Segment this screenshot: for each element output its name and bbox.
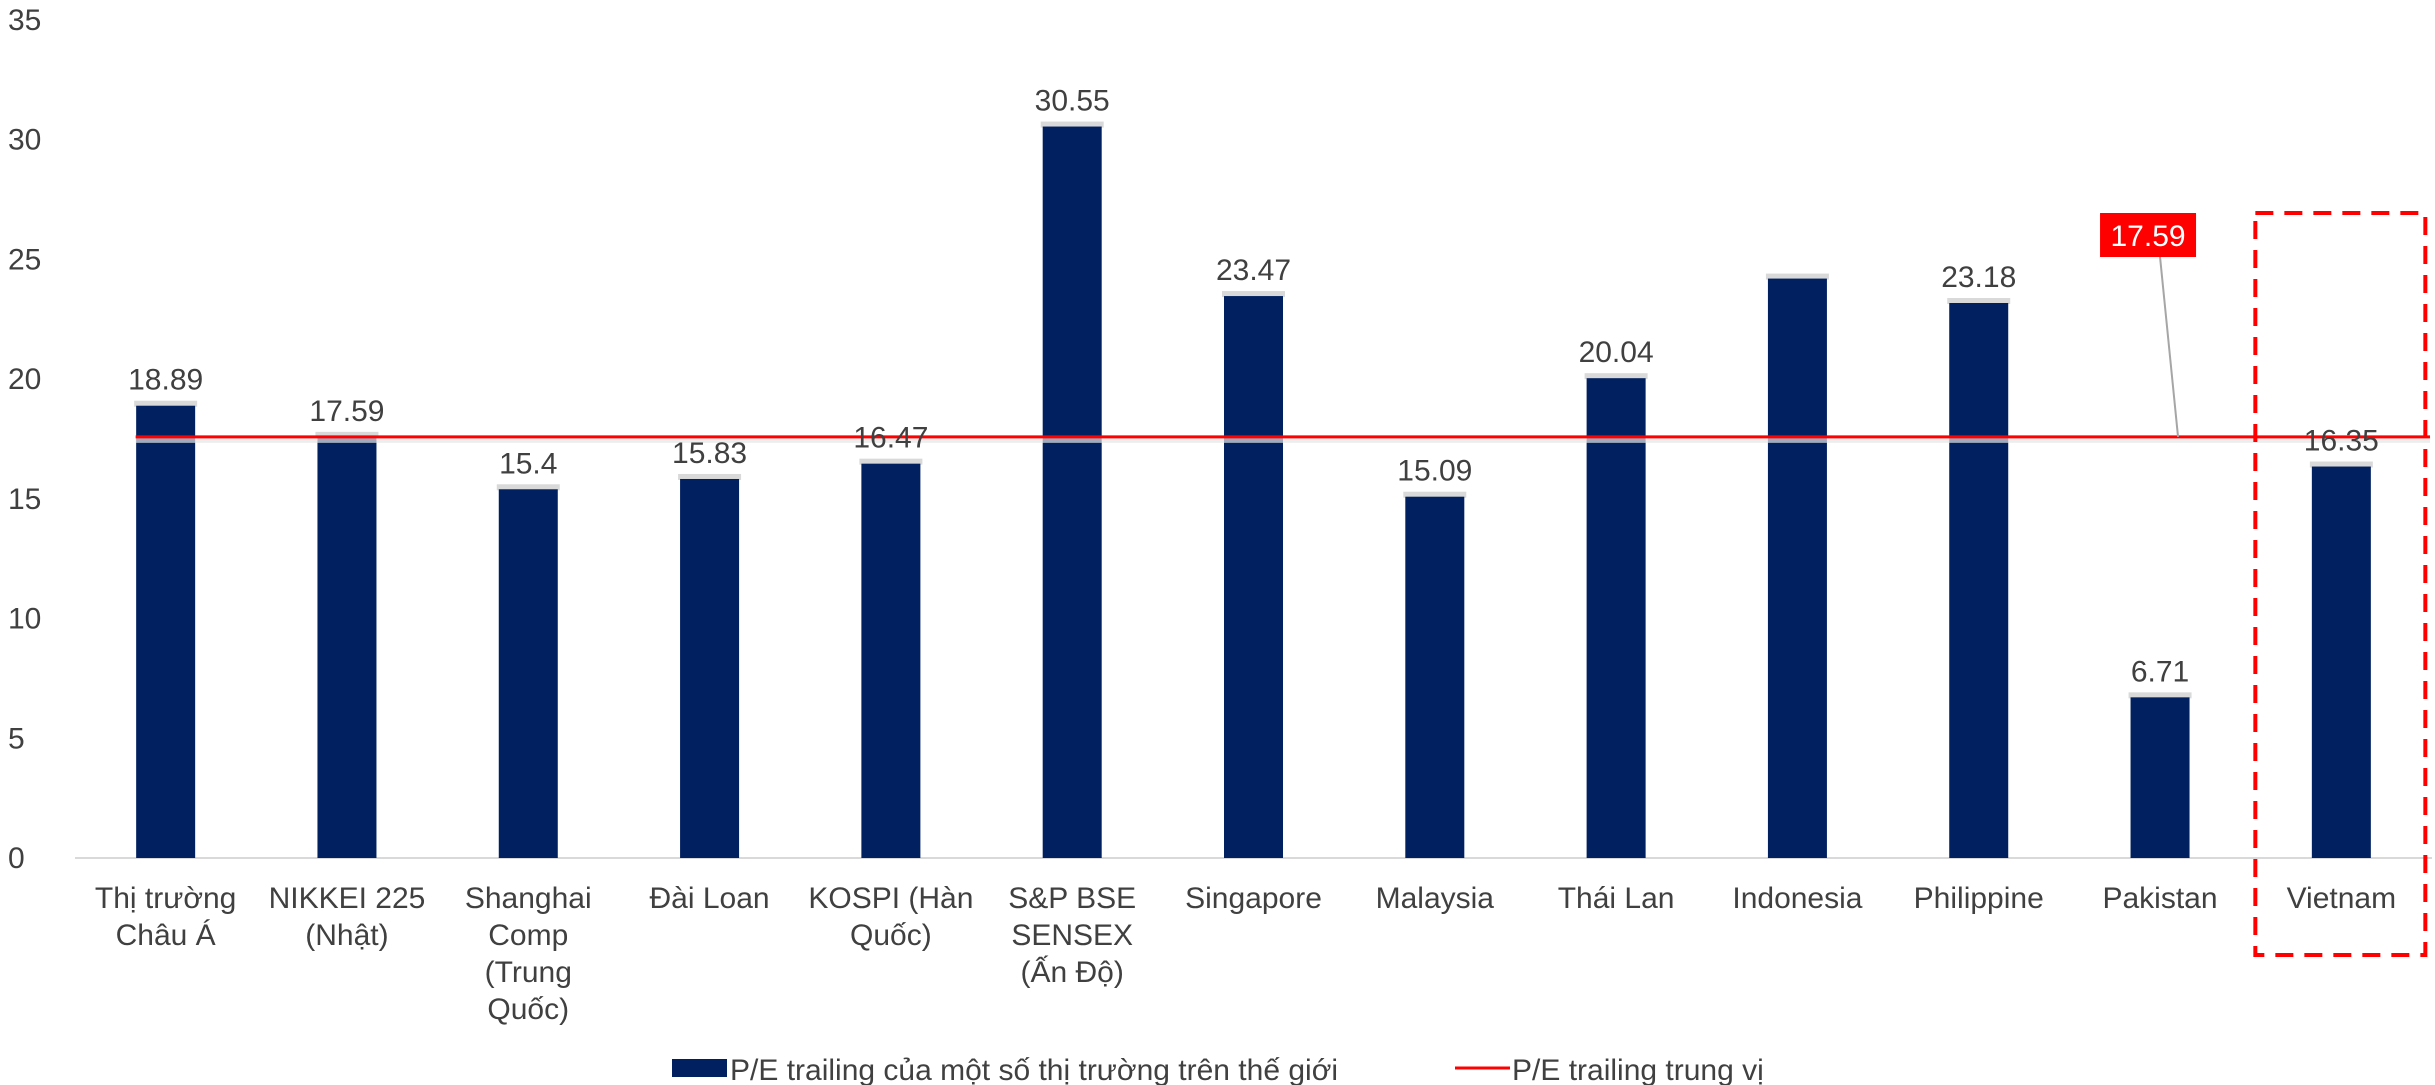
- data-label: 30.55: [1035, 85, 1110, 118]
- bar-shadow: [496, 484, 560, 491]
- y-tick-label: 10: [8, 603, 41, 636]
- legend-bar-swatch: [672, 1059, 727, 1077]
- bar: [2311, 466, 2371, 858]
- bar: [1224, 296, 1283, 858]
- y-tick-label: 15: [8, 483, 41, 516]
- bar-series: [134, 121, 2373, 858]
- category-label: Malaysia: [1376, 882, 1495, 915]
- data-labels: 18.89 17.59 15.4 15.83 16.47 30.55 23.47 15.09 2…: [128, 85, 2379, 689]
- category-labels: Thị trường Châu Á NIKKEI 225 (Nhật) Shanghai…: [95, 882, 2396, 1026]
- category-label: Quốc): [487, 993, 569, 1026]
- bar-shadow: [1040, 121, 1104, 128]
- bar: [680, 478, 740, 858]
- category-label: Thị trường: [95, 882, 236, 915]
- bar: [498, 489, 558, 858]
- y-tick-label: 25: [8, 243, 41, 276]
- category-label: KOSPI (Hàn: [808, 882, 973, 915]
- category-label: Quốc): [850, 919, 932, 952]
- category-label: S&P BSE: [1008, 882, 1136, 915]
- category-label: Comp: [488, 919, 568, 952]
- median-line-group: [135, 435, 2430, 443]
- category-label: Vietnam: [2287, 882, 2397, 915]
- legend-bar-label: P/E trailing của một số thị trường trên …: [730, 1054, 1338, 1085]
- bar-shadow: [1222, 291, 1285, 298]
- callout-box: [2100, 213, 2197, 257]
- category-label: NIKKEI 225: [269, 882, 426, 915]
- legend: P/E trailing của một số thị trường trên …: [672, 1054, 1764, 1085]
- y-axis-ticks: 0 5 10 15 20 25 30 35: [8, 4, 41, 875]
- bar: [1042, 126, 1102, 858]
- vietnam-highlight-box: [2253, 211, 2428, 957]
- category-label: Pakistan: [2102, 882, 2217, 915]
- bar: [1767, 278, 1827, 858]
- category-label: Singapore: [1185, 882, 1322, 915]
- data-label: 18.89: [128, 364, 203, 397]
- category-label: (Ấn Độ): [1021, 955, 1124, 989]
- bar-shadow: [2128, 692, 2192, 699]
- category-label: (Trung: [485, 956, 572, 989]
- category-label: Indonesia: [1732, 882, 1862, 915]
- data-label: 15.83: [672, 437, 747, 470]
- data-label: 16.35: [2304, 425, 2379, 458]
- callout-text: 17.59: [2110, 220, 2185, 253]
- y-tick-label: 35: [8, 4, 41, 37]
- bar-shadow: [1403, 491, 1467, 498]
- bar-shadow: [678, 473, 742, 480]
- category-label: Đài Loan: [650, 882, 770, 915]
- category-label: Thái Lan: [1558, 882, 1675, 915]
- bar: [1405, 496, 1465, 858]
- data-label: 23.47: [1216, 254, 1291, 287]
- y-tick-label: 30: [8, 124, 41, 157]
- data-label: 15.09: [1397, 455, 1472, 488]
- category-label: Châu Á: [116, 919, 216, 952]
- category-label: Philippine: [1914, 882, 2044, 915]
- legend-line-label: P/E trailing trung vị: [1512, 1054, 1764, 1085]
- bar: [861, 463, 921, 858]
- category-label: SENSEX: [1011, 919, 1133, 952]
- bar: [1949, 303, 2009, 858]
- bar-shadow: [315, 431, 379, 438]
- bar-shadow: [859, 458, 923, 465]
- y-tick-label: 0: [8, 842, 25, 875]
- median-callout: 17.59: [2100, 213, 2197, 437]
- bar-shadow: [134, 400, 198, 407]
- bar: [2130, 697, 2190, 858]
- bar: [1586, 378, 1646, 858]
- data-label: 20.04: [1579, 336, 1654, 369]
- bar-shadow: [1584, 373, 1648, 380]
- bar-shadow: [1765, 273, 1829, 280]
- data-label: 17.59: [309, 395, 384, 428]
- bar: [136, 405, 196, 858]
- category-label: Shanghai: [465, 882, 592, 915]
- data-label: 15.4: [499, 447, 557, 480]
- category-label: (Nhật): [305, 919, 388, 952]
- bar-shadow: [2309, 461, 2373, 468]
- data-label: 6.71: [2131, 655, 2189, 688]
- y-tick-label: 20: [8, 363, 41, 396]
- data-label: 16.47: [853, 422, 928, 455]
- callout-leader: [2159, 256, 2180, 437]
- data-label: 23.18: [1941, 261, 2016, 294]
- bar-shadow: [1947, 298, 2011, 305]
- bar: [317, 436, 377, 858]
- y-tick-label: 5: [8, 722, 25, 755]
